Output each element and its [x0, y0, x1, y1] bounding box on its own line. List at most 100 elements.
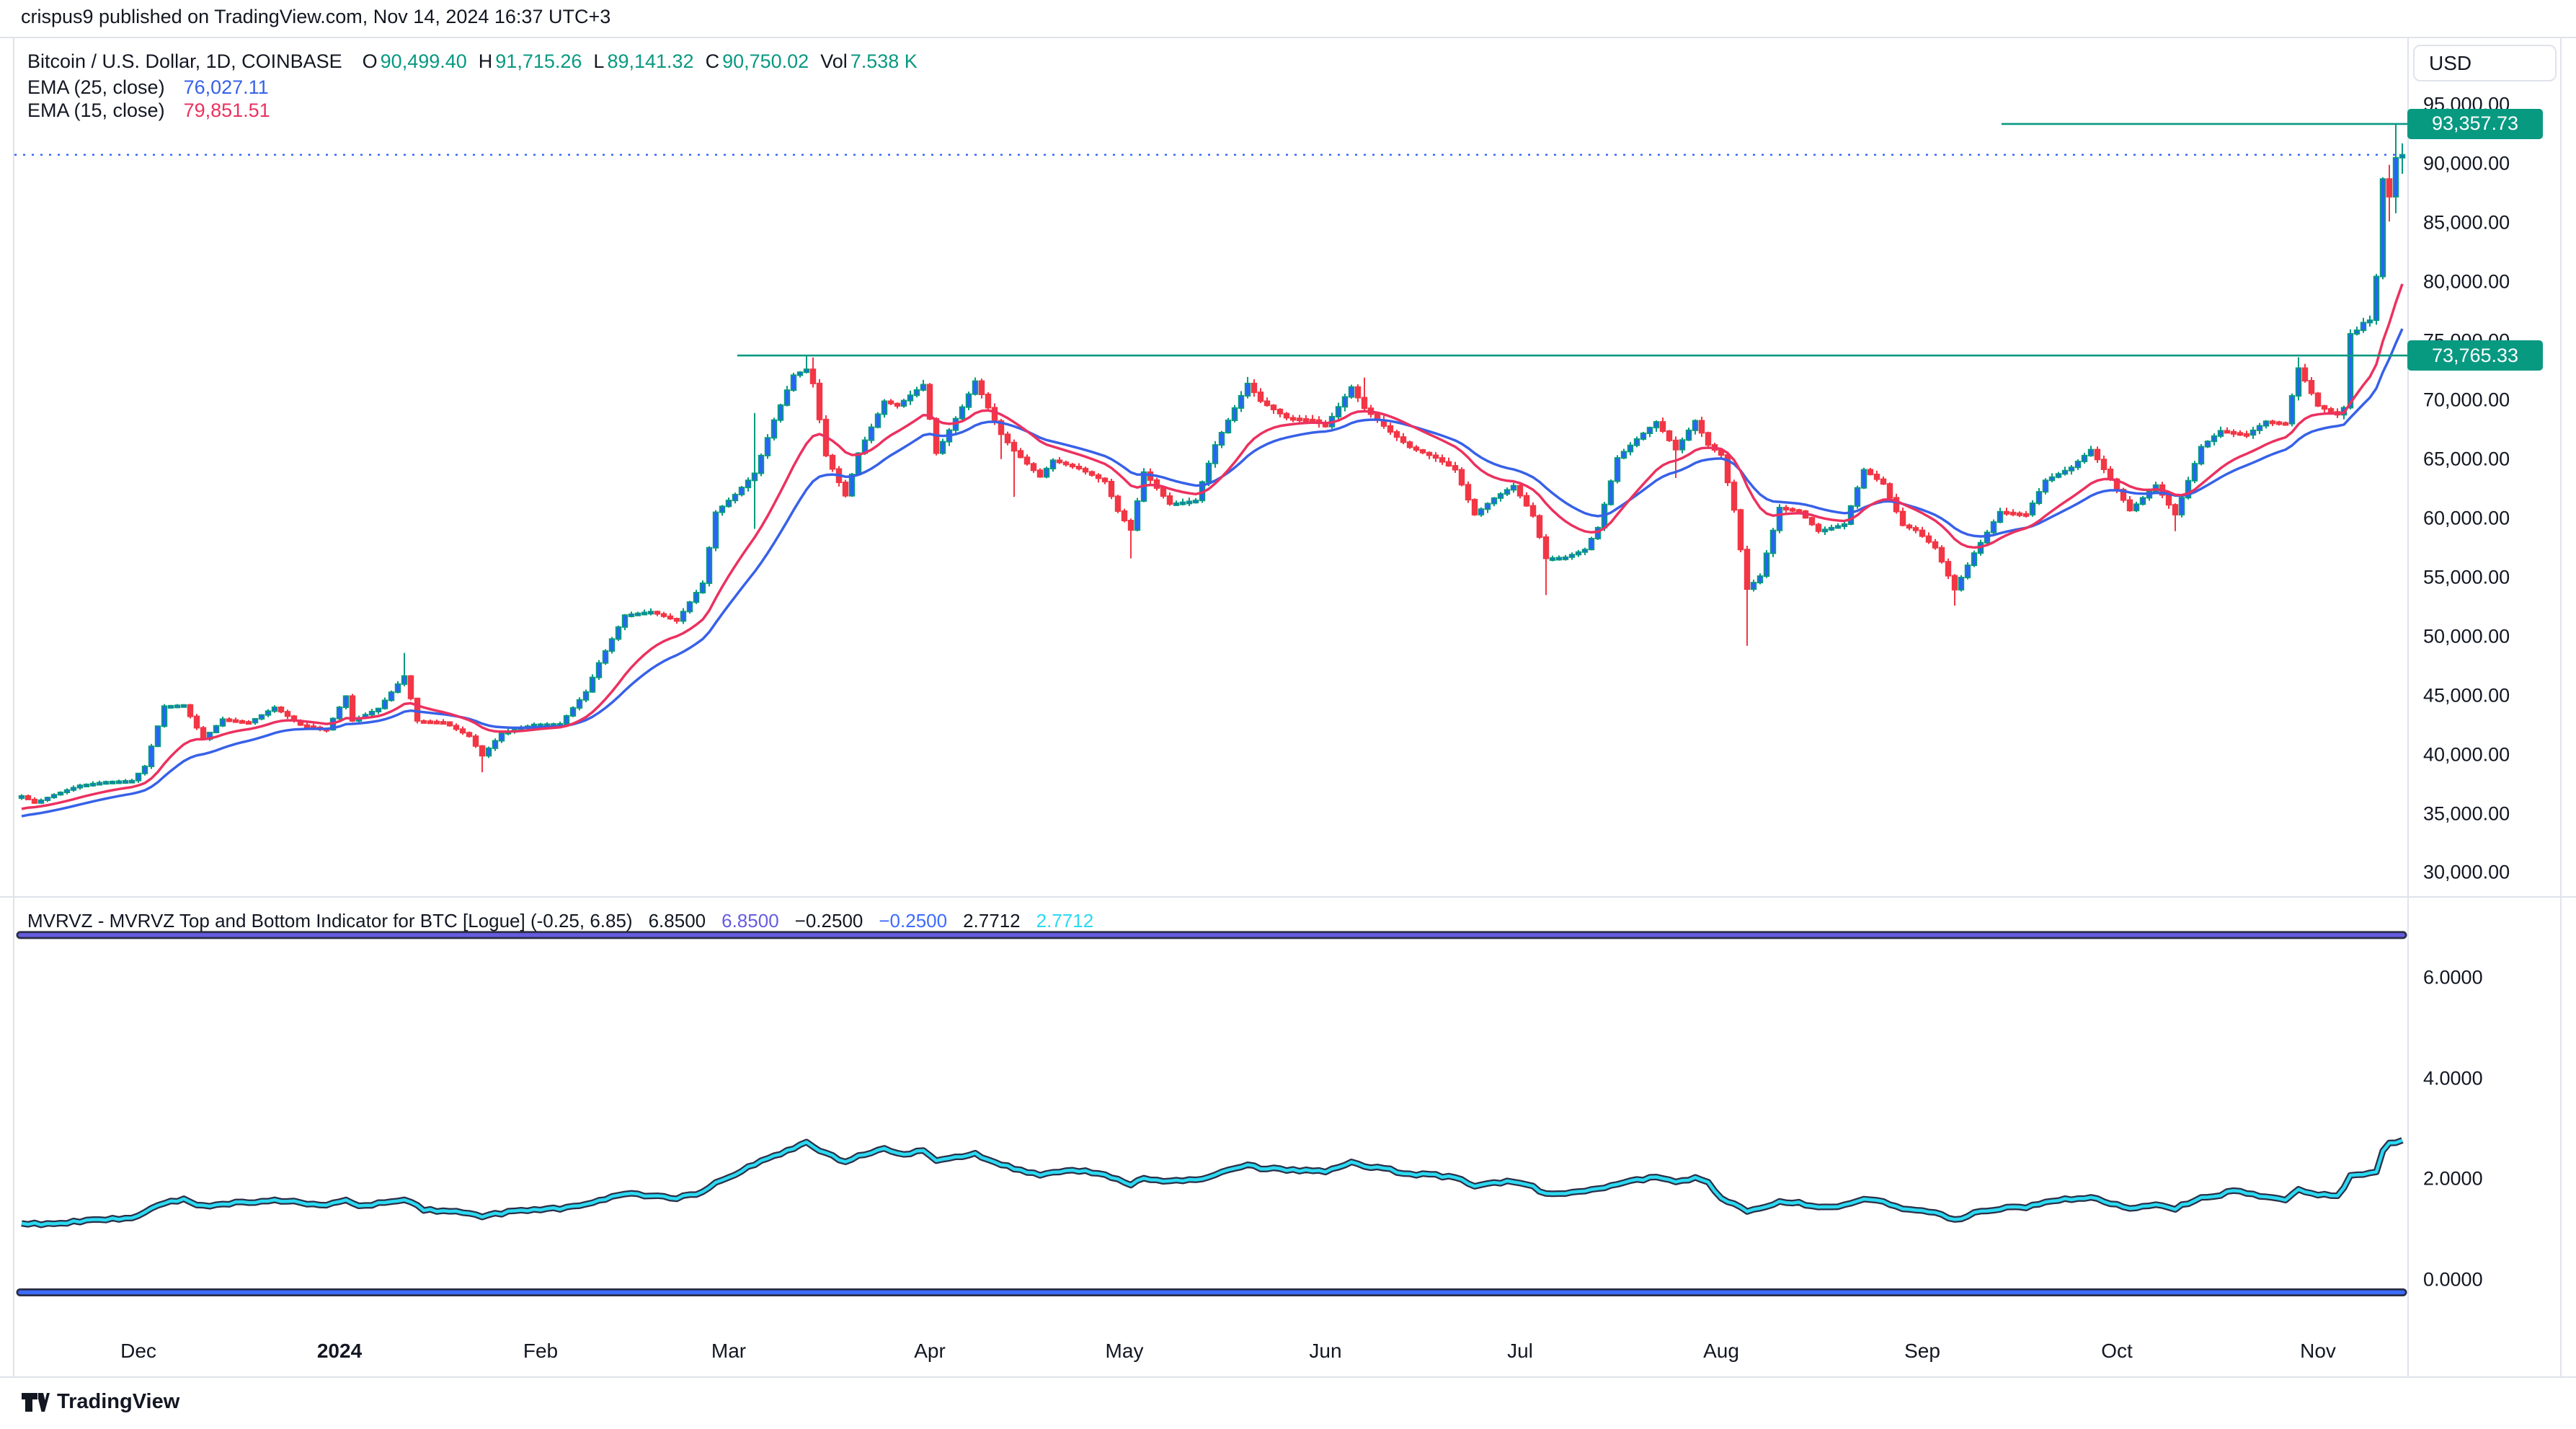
candle-body [1847, 505, 1855, 525]
candle-body [1640, 432, 1647, 440]
candle-body [1815, 523, 1822, 532]
candle-body [1173, 502, 1180, 506]
ema25-line[interactable] [21, 328, 2404, 818]
candle-body [1186, 500, 1193, 505]
candle-body [1101, 477, 1109, 482]
candle-body [1938, 547, 1945, 563]
price-tick-label: 50,000.00 [2423, 625, 2510, 647]
candle-body [2262, 420, 2270, 427]
ema15-line[interactable] [21, 283, 2404, 810]
ema15-label: EMA (15, close) [27, 99, 165, 121]
candle-body [1685, 429, 1692, 441]
candle-body [167, 704, 174, 709]
candle-body [965, 393, 972, 408]
candle-body [414, 697, 421, 722]
pane-divider[interactable] [0, 896, 2576, 898]
mvrvz-legend-value: −0.2500 [879, 910, 948, 932]
month-label: Feb [523, 1340, 559, 1362]
candle-body [2100, 459, 2108, 470]
candle-body [336, 707, 343, 720]
candle-body [89, 782, 97, 787]
ema25-legend-row[interactable]: EMA (25, close) 76,027.11 [27, 76, 269, 99]
candle-body [991, 407, 998, 422]
candle-body [180, 704, 187, 708]
candle-body [96, 782, 103, 786]
candle-body [608, 638, 616, 652]
tradingview-logo[interactable]: TradingView [21, 1390, 179, 1414]
candle-body [1121, 510, 1128, 522]
candle-body [122, 780, 129, 784]
candle-body [660, 613, 667, 617]
candle-body [1426, 451, 1433, 456]
candle-body [868, 426, 875, 441]
candle-body [83, 783, 90, 787]
candle-body [1484, 503, 1491, 510]
ohlc-item: O 90,499.40 [363, 50, 467, 73]
candle-body [440, 721, 447, 725]
candle-body [128, 779, 136, 784]
candle-body [2198, 446, 2205, 465]
ohlc-value: 89,141.32 [607, 50, 694, 72]
candle-body [407, 675, 414, 699]
ohlc-item: C 90,750.02 [706, 50, 809, 73]
candle-body [1821, 528, 1829, 533]
candle-body [673, 618, 680, 622]
mvrvz-line[interactable] [21, 1138, 2403, 1227]
candle-body [25, 795, 32, 800]
candle-body [342, 695, 350, 709]
candle-body [57, 792, 64, 796]
candle-body [1257, 391, 1264, 402]
candle-body [1731, 482, 1738, 511]
ohlc-values: O 90,499.40 H 91,715.26 L 89,141.32 C 90,750.02… [363, 50, 918, 73]
candle-body [2022, 513, 2030, 517]
candle-body [148, 746, 155, 767]
candle-body [1692, 420, 1699, 431]
candle-body [271, 707, 278, 712]
candle-body [589, 676, 596, 693]
candle-body [1776, 506, 1783, 531]
candle-body [135, 772, 142, 782]
candle-body [2392, 156, 2399, 198]
ema25-value: 76,027.11 [183, 76, 269, 98]
candle-body [764, 437, 771, 456]
candle-body [193, 715, 200, 729]
ohlc-label: H [478, 50, 493, 72]
month-label: Dec [120, 1340, 156, 1362]
candle-body [1750, 582, 1757, 590]
candle-body [76, 784, 84, 789]
candle-body [1607, 480, 1615, 505]
candle-body [349, 695, 356, 722]
candle-body [848, 474, 856, 497]
candle-body [1283, 412, 1290, 419]
tradingview-logo-text: TradingView [57, 1390, 180, 1413]
candle-body [654, 611, 661, 615]
candle-body [2042, 479, 2049, 493]
symbol-legend-row[interactable]: Bitcoin / U.S. Dollar, 1D, COINBASE O 90,… [27, 50, 918, 73]
price-tick-label: 35,000.00 [2423, 802, 2510, 825]
candle-body [602, 650, 609, 664]
candle-body [783, 389, 791, 406]
candle-body [751, 472, 758, 482]
candle-body [2204, 441, 2211, 448]
price-tick-label: 55,000.00 [2423, 566, 2510, 588]
candle-body [1166, 495, 1173, 505]
month-label: Apr [914, 1340, 946, 1362]
candle-body [1439, 457, 1446, 463]
candle-body [1880, 478, 1887, 485]
candle-body [1795, 509, 1803, 513]
candle-body [1789, 508, 1796, 512]
candle-body [1341, 396, 1349, 408]
candle-body [2314, 392, 2322, 407]
candle-body [1666, 430, 1673, 441]
candle-body [2373, 275, 2380, 322]
candle-body [401, 675, 408, 685]
ema15-legend-row[interactable]: EMA (15, close) 79,851.51 [27, 99, 270, 122]
currency-toggle-button[interactable]: USD [2413, 45, 2557, 81]
candle-body [1575, 551, 1582, 556]
candle-body [647, 611, 654, 615]
candle-body [2120, 489, 2127, 501]
mvrvz-legend-row[interactable]: MVRVZ - MVRVZ Top and Bottom Indicator f… [27, 910, 1093, 932]
ohlc-item: Vol 7.538 K [820, 50, 918, 73]
